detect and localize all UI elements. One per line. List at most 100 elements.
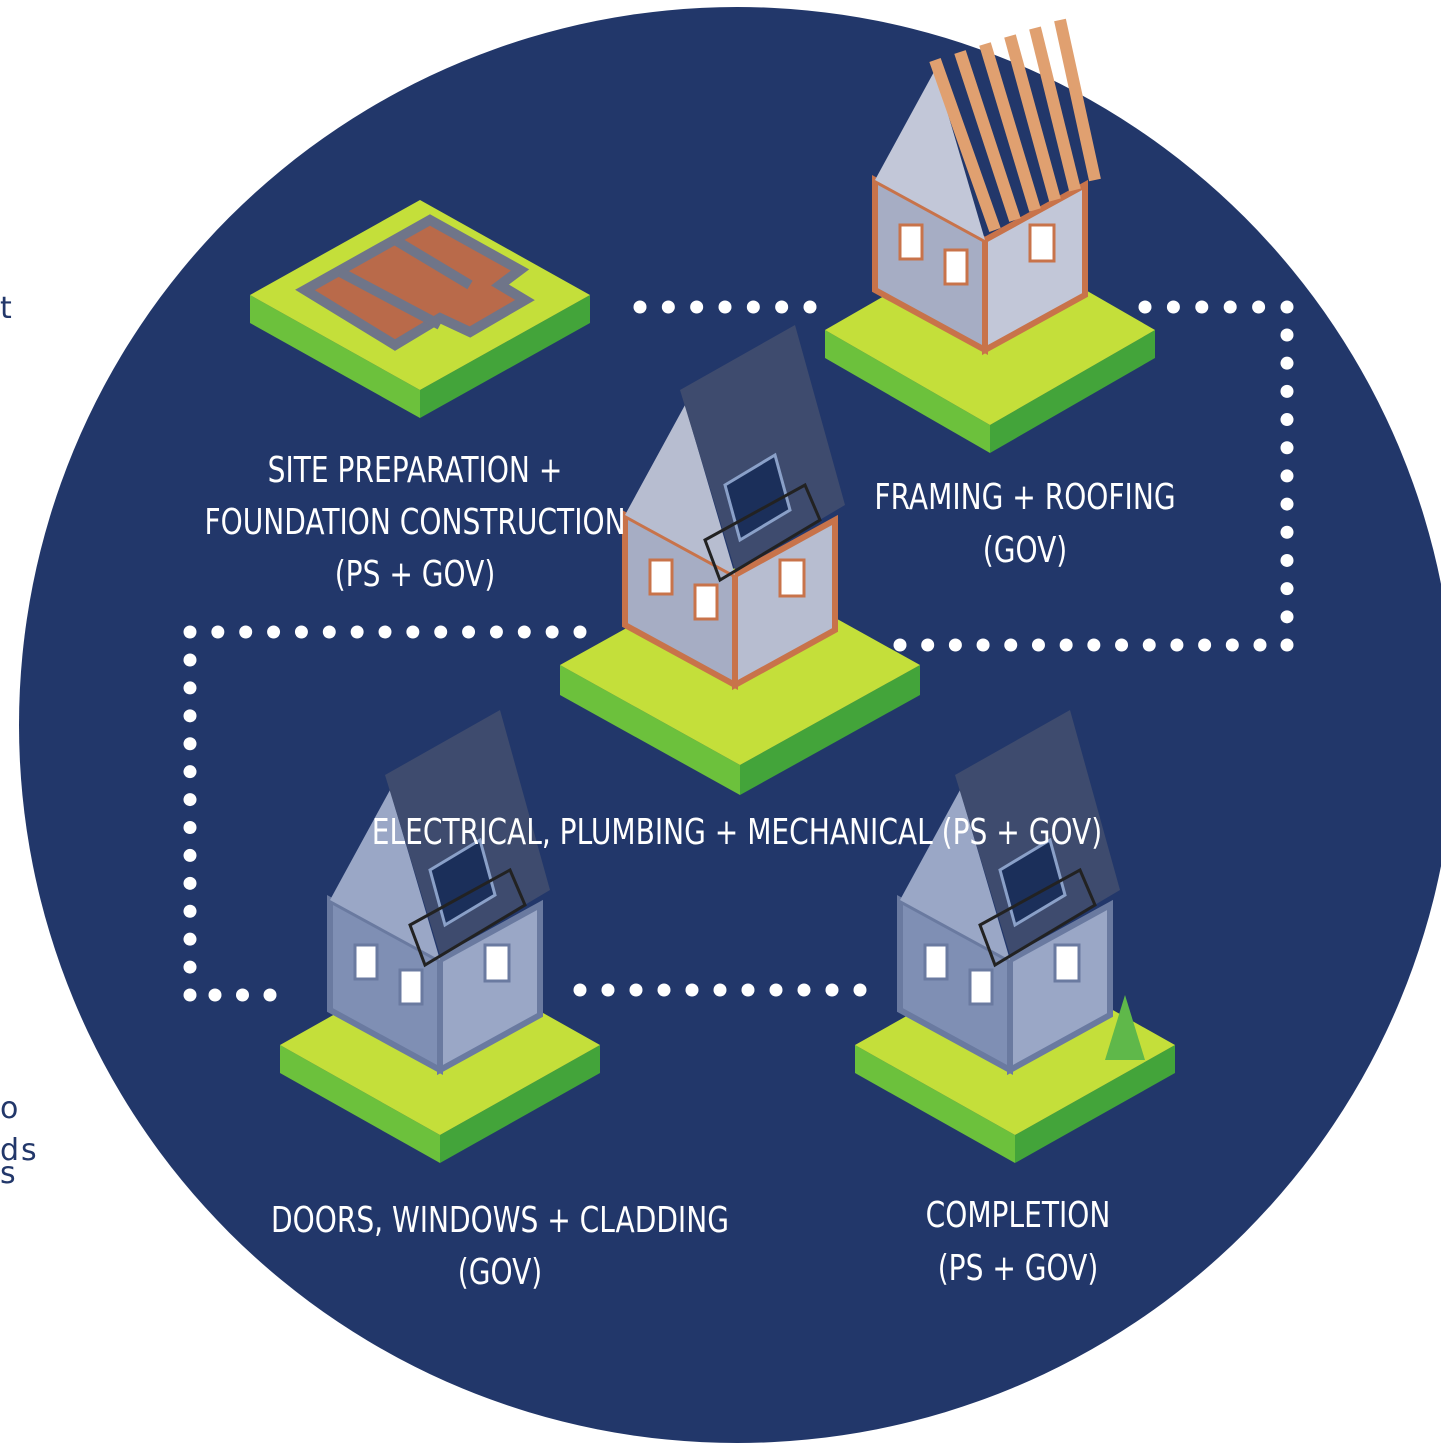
path-dot (183, 737, 197, 751)
stage-label: (GOV) (983, 529, 1067, 571)
path-dot (1280, 384, 1294, 398)
rafter (1054, 18, 1101, 182)
house-window (778, 558, 806, 598)
tile-left (855, 1045, 1015, 1163)
stage-label: (GOV) (458, 1251, 542, 1293)
path-dot (183, 848, 197, 862)
path-dot (183, 653, 197, 667)
path-dot (1004, 638, 1018, 652)
path-dot (545, 625, 559, 639)
house-balcony (978, 867, 1097, 968)
house-wall (732, 514, 838, 691)
path-dot (976, 638, 990, 652)
path-dot (1280, 356, 1294, 370)
tree (1105, 995, 1145, 1060)
path-dot (462, 625, 476, 639)
house-gable (330, 790, 440, 960)
path-dot (1195, 300, 1209, 314)
path-dot (211, 625, 225, 639)
tile-right (440, 1045, 600, 1163)
path-dot (322, 625, 336, 639)
path-dot (718, 300, 732, 314)
house-window (693, 583, 719, 621)
path-dot (797, 983, 811, 997)
path-dot (434, 625, 448, 639)
foundation (295, 214, 535, 351)
path-dot (183, 821, 197, 834)
path-dot (1280, 300, 1294, 314)
tile-left (280, 1045, 440, 1163)
path-dot (661, 300, 675, 314)
house-gable (875, 70, 985, 240)
rafter (1004, 34, 1061, 202)
stage-label: ELECTRICAL, PLUMBING + MECHANICAL (PS + … (372, 811, 1102, 853)
house-balcony (408, 867, 527, 968)
house-window (648, 558, 674, 596)
house-window (968, 968, 994, 1006)
house-gable (625, 405, 735, 575)
tile-right (1015, 1045, 1175, 1163)
text-fragment: ds (0, 1133, 39, 1168)
path-dot (1280, 497, 1294, 511)
house-window (483, 943, 511, 983)
text-fragment: t (0, 291, 14, 326)
house-window (353, 943, 379, 981)
path-dot (769, 983, 783, 997)
path-dot (1138, 300, 1152, 314)
path-dot (775, 300, 789, 314)
path-dots (183, 300, 1294, 1002)
path-dot (1225, 638, 1239, 652)
house-window (898, 223, 924, 261)
path-dot (183, 876, 197, 890)
path-dot (183, 904, 197, 918)
rafter (929, 58, 1001, 232)
path-dot (517, 625, 531, 639)
house-window (1028, 223, 1056, 263)
rafter (979, 42, 1041, 212)
house-window (943, 248, 969, 286)
path-dot (378, 625, 392, 639)
path-dot (208, 988, 222, 1002)
path-dot (825, 983, 839, 997)
house-roof (385, 710, 550, 955)
tile-right (420, 295, 590, 418)
path-dot (803, 300, 817, 314)
text-fragment: o (0, 1091, 20, 1126)
path-dot (183, 625, 197, 639)
foundation-wall (337, 267, 443, 330)
path-dot (1280, 441, 1294, 455)
path-dot (1280, 553, 1294, 567)
house-window (923, 943, 949, 981)
path-dot (1059, 638, 1073, 652)
path-dot (1170, 638, 1184, 652)
house-gable (900, 790, 1010, 960)
path-dot (1280, 413, 1294, 427)
path-dot (183, 793, 197, 807)
path-dot (236, 988, 249, 1002)
house-wall (437, 899, 543, 1076)
labels: SITE PREPARATION + FOUNDATION CONSTRUCTIO… (0, 291, 1176, 1293)
path-dot (239, 625, 253, 639)
rafter (1029, 26, 1081, 192)
house-balcony (703, 482, 822, 583)
tile-right (740, 665, 920, 795)
path-dot (489, 625, 503, 639)
path-dot (1280, 610, 1294, 624)
path-dot (741, 983, 755, 997)
path-dot (601, 983, 615, 997)
path-dot (633, 300, 647, 314)
tile-left (560, 665, 740, 795)
path-dot (267, 625, 281, 639)
path-dot (263, 988, 277, 1002)
stage-label: (PS + GOV) (335, 553, 496, 595)
path-dot (629, 983, 643, 997)
path-dot (1280, 638, 1294, 652)
house-window (398, 968, 424, 1006)
path-dot (1252, 300, 1266, 314)
path-dot (921, 638, 935, 652)
path-dot (657, 983, 671, 997)
path-dot (1280, 525, 1294, 539)
path-dot (853, 983, 867, 997)
path-dot (1223, 300, 1237, 314)
